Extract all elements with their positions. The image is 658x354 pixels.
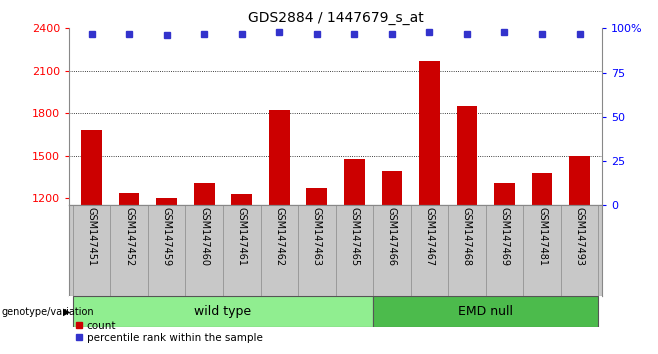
Bar	[269, 110, 290, 205]
Bar	[119, 193, 139, 205]
Bar	[494, 183, 515, 205]
Text: ▶: ▶	[63, 307, 70, 316]
Bar	[307, 188, 327, 205]
Bar	[73, 296, 373, 327]
Bar	[232, 194, 252, 205]
Text: GSM147493: GSM147493	[574, 207, 584, 266]
Text: GSM147462: GSM147462	[274, 207, 284, 266]
Text: GSM147451: GSM147451	[87, 207, 97, 266]
Text: GSM147467: GSM147467	[424, 207, 434, 266]
Bar	[569, 156, 590, 205]
Text: GSM147466: GSM147466	[387, 207, 397, 266]
Bar	[157, 198, 177, 205]
Bar	[344, 159, 365, 205]
Text: GSM147460: GSM147460	[199, 207, 209, 266]
Text: GSM147465: GSM147465	[349, 207, 359, 266]
Title: GDS2884 / 1447679_s_at: GDS2884 / 1447679_s_at	[247, 11, 424, 24]
Bar	[373, 296, 598, 327]
Text: GSM147463: GSM147463	[312, 207, 322, 266]
Bar	[419, 61, 440, 205]
Bar	[382, 171, 402, 205]
Text: wild type: wild type	[194, 305, 251, 318]
Text: EMD null: EMD null	[458, 305, 513, 318]
Bar	[532, 173, 552, 205]
Text: GSM147481: GSM147481	[537, 207, 547, 266]
Text: genotype/variation: genotype/variation	[1, 307, 94, 316]
Bar	[82, 130, 102, 205]
Bar	[194, 183, 215, 205]
Text: GSM147469: GSM147469	[499, 207, 509, 266]
Text: GSM147452: GSM147452	[124, 207, 134, 266]
Text: GSM147461: GSM147461	[237, 207, 247, 266]
Text: GSM147468: GSM147468	[462, 207, 472, 266]
Bar	[457, 106, 477, 205]
Legend: count, percentile rank within the sample: count, percentile rank within the sample	[71, 316, 266, 347]
Text: GSM147459: GSM147459	[162, 207, 172, 266]
